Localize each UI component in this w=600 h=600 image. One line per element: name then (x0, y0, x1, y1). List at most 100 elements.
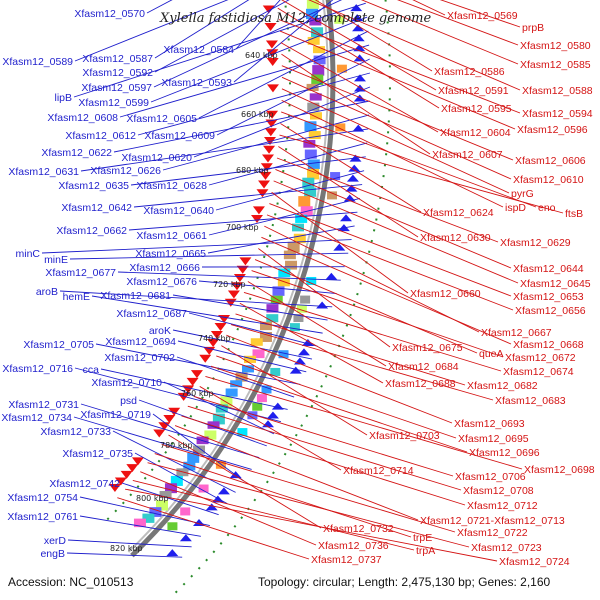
gene-label[interactable]: Xfasm12_0681 (100, 290, 171, 302)
gene-label[interactable]: trpA (416, 545, 435, 557)
gene-label[interactable]: Xfasm12_0570 (74, 8, 145, 20)
gene-label[interactable]: Xfasm12_0712 (467, 500, 538, 512)
gene-label[interactable]: Xfasm12_0585 (520, 59, 591, 71)
gene-label[interactable]: Xfasm12_0688 (385, 378, 456, 390)
gene-label[interactable]: Xfasm12_0734 (1, 412, 72, 424)
gene-label[interactable]: Xfasm12_0724 (499, 556, 570, 568)
gene-label[interactable]: Xfasm12_0667 (481, 327, 552, 339)
gene-label[interactable]: Xfasm12_0608 (47, 112, 118, 124)
gene-label[interactable]: Xfasm12_0696 (469, 447, 540, 459)
gene-label[interactable]: Xfasm12_0586 (434, 66, 505, 78)
gene-label[interactable]: Xfasm12_0569 (447, 10, 518, 22)
gene-label[interactable]: Xfasm12_0607 (432, 149, 503, 161)
gene-label[interactable]: Xfasm12_0622 (41, 147, 112, 159)
gene-label[interactable]: Xfasm12_0620 (121, 152, 192, 164)
gene-label[interactable]: Xfasm12_0754 (7, 492, 78, 504)
gene-label[interactable]: Xfasm12_0703 (369, 430, 440, 442)
gene-label[interactable]: Xfasm12_0606 (515, 155, 586, 167)
gene-label[interactable]: Xfasm12_0723 (471, 542, 542, 554)
gene-label[interactable]: Xfasm12_0677 (45, 267, 116, 279)
gene-label[interactable]: pyrG (511, 188, 534, 200)
gene-label[interactable]: Xfasm12_0624 (423, 207, 494, 219)
gene-label[interactable]: Xfasm12_0628 (136, 180, 207, 192)
gene-label[interactable]: xerD (44, 535, 67, 547)
gene-label[interactable]: Xfasm12_0687 (116, 308, 187, 320)
gene-label[interactable]: Xfasm12_0662 (56, 225, 127, 237)
gene-label[interactable]: Xfasm12_0587 (82, 53, 153, 65)
gene-label[interactable]: Xfasm12_0604 (440, 127, 511, 139)
gene-label[interactable]: Xfasm12_0682 (467, 380, 538, 392)
gene-label[interactable]: Xfasm12_0761 (7, 511, 78, 523)
gene-label[interactable]: Xfasm12_0635 (58, 180, 129, 192)
gene-label[interactable]: Xfasm12_0708 (463, 485, 534, 497)
gene-label[interactable]: trpE (413, 532, 432, 544)
gene-label[interactable]: Xfasm12_0588 (522, 85, 593, 97)
gene-label[interactable]: Xfasm12_0710 (91, 377, 162, 389)
gene-label[interactable]: Xfasm12_0666 (129, 262, 200, 274)
gene-label[interactable]: Xfasm12_0683 (495, 395, 566, 407)
gene-label[interactable]: Xfasm12_0644 (513, 263, 584, 275)
gene-label[interactable]: Xfasm12_0719 (80, 409, 151, 421)
gene-label[interactable]: Xfasm12_0722 (457, 527, 528, 539)
gene-label[interactable]: Xfasm12_0629 (500, 237, 571, 249)
gene-label[interactable]: Xfasm12_0660 (410, 288, 481, 300)
gene-label[interactable]: hemE (63, 291, 90, 303)
gene-label[interactable]: Xfasm12_0610 (513, 174, 584, 186)
gene-label[interactable]: Xfasm12_0642 (61, 202, 132, 214)
gene-label[interactable]: Xfasm12_0599 (78, 97, 149, 109)
gene-label[interactable]: Xfasm12_0693 (454, 418, 525, 430)
gene-label[interactable]: Xfasm12_0592 (82, 67, 153, 79)
gene-label[interactable]: ispD (505, 202, 526, 214)
gene-label[interactable]: Xfasm12_0661 (136, 230, 207, 242)
gene-label[interactable]: Xfasm12_0706 (455, 471, 526, 483)
gene-label[interactable]: Xfasm12_0630 (420, 232, 491, 244)
gene-label[interactable]: ftsB (565, 208, 583, 220)
gene-label[interactable]: Xfasm12_0656 (515, 305, 586, 317)
gene-label[interactable]: Xfasm12_0714 (343, 465, 414, 477)
gene-label[interactable]: Xfasm12_0736 (318, 540, 389, 552)
gene-label[interactable]: Xfasm12_0698 (524, 464, 595, 476)
gene-label[interactable]: Xfasm12_0737 (311, 554, 382, 566)
gene-label[interactable]: Xfasm12_0584 (163, 44, 234, 56)
gene-label[interactable]: Xfasm12_0595 (441, 103, 512, 115)
gene-label[interactable]: Xfasm12_0626 (90, 165, 161, 177)
gene-label[interactable]: aroB (36, 286, 58, 298)
gene-label[interactable]: Xfasm12_0675 (392, 342, 463, 354)
gene-label[interactable]: Xfasm12_0735 (62, 448, 133, 460)
gene-label[interactable]: Xfasm12_0721-Xfasm12_0713 (420, 515, 565, 527)
gene-label[interactable]: Xfasm12_0605 (126, 113, 197, 125)
gene-label[interactable]: queA (479, 348, 504, 360)
gene-label[interactable]: Xfasm12_0694 (105, 336, 176, 348)
gene-label[interactable]: Xfasm12_0742 (49, 478, 120, 490)
gene-label[interactable]: Xfasm12_0674 (503, 366, 574, 378)
gene-label[interactable]: Xfasm12_0609 (144, 130, 215, 142)
gene-label[interactable]: Xfasm12_0702 (104, 352, 175, 364)
gene-label[interactable]: psd (120, 395, 137, 407)
gene-label[interactable]: Xfasm12_0589 (2, 56, 73, 68)
gene-label[interactable]: Xfasm12_0594 (522, 108, 593, 120)
gene-label[interactable]: Xfasm12_0597 (81, 82, 152, 94)
gene-label[interactable]: Xfasm12_0653 (513, 291, 584, 303)
gene-label[interactable]: eno (538, 202, 556, 214)
gene-label[interactable]: Xfasm12_0640 (143, 205, 214, 217)
gene-label[interactable]: Xfasm12_0631 (8, 166, 79, 178)
gene-label[interactable]: Xfasm12_0732 (323, 523, 394, 535)
gene-label[interactable]: Xfasm12_0612 (65, 130, 136, 142)
gene-label[interactable]: Xfasm12_0580 (520, 40, 591, 52)
gene-label[interactable]: aroK (149, 325, 171, 337)
gene-label[interactable]: Xfasm12_0716 (2, 363, 73, 375)
gene-label[interactable]: Xfasm12_0672 (505, 352, 576, 364)
gene-label[interactable]: Xfasm12_0668 (513, 339, 584, 351)
gene-label[interactable]: Xfasm12_0591 (438, 85, 509, 97)
gene-label[interactable]: Xfasm12_0645 (520, 278, 591, 290)
gene-label[interactable]: Xfasm12_0733 (40, 426, 111, 438)
gene-label[interactable]: minE (44, 254, 68, 266)
gene-label[interactable]: Xfasm12_0676 (126, 276, 197, 288)
gene-label[interactable]: engB (40, 548, 65, 560)
gene-label[interactable]: Xfasm12_0684 (388, 361, 459, 373)
gene-label[interactable]: minC (15, 248, 40, 260)
gene-label[interactable]: Xfasm12_0665 (135, 248, 206, 260)
gene-label[interactable]: prpB (522, 22, 544, 34)
gene-label[interactable]: Xfasm12_0695 (458, 433, 529, 445)
gene-label[interactable]: cca (83, 364, 100, 376)
